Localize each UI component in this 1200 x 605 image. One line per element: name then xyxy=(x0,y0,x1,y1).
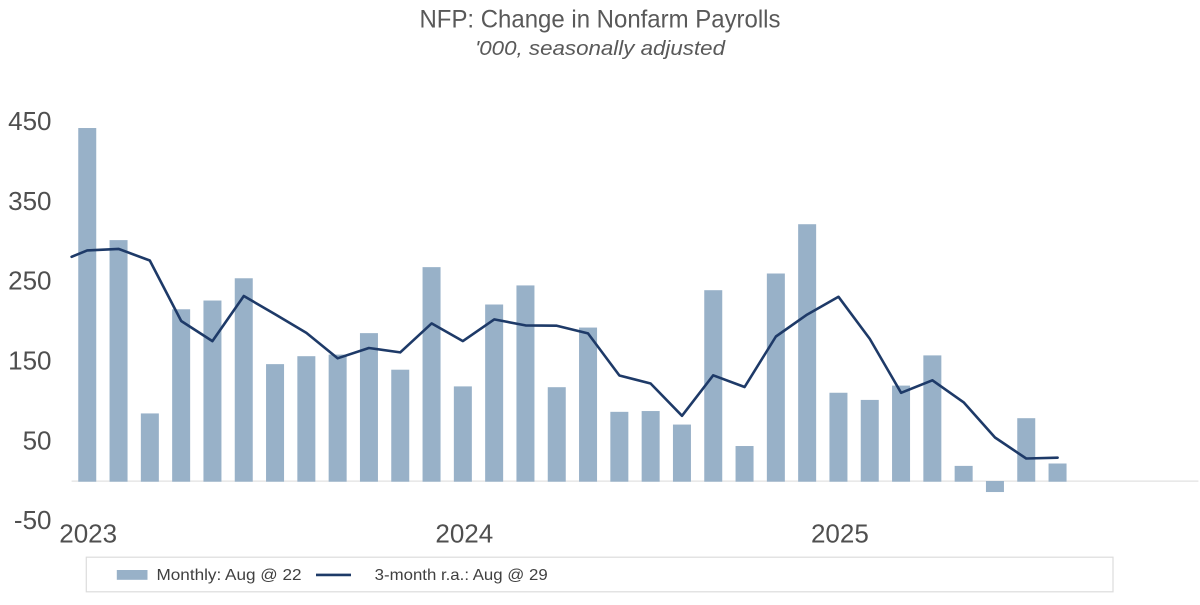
svg-text:50: 50 xyxy=(23,425,52,455)
svg-text:150: 150 xyxy=(8,346,51,376)
svg-text:2025: 2025 xyxy=(811,519,869,549)
svg-text:2023: 2023 xyxy=(59,519,117,549)
svg-text:2024: 2024 xyxy=(435,519,493,549)
svg-text:'000, seasonally adjusted: '000, seasonally adjusted xyxy=(475,38,726,60)
svg-text:250: 250 xyxy=(8,266,51,296)
svg-text:Monthly: Aug @ 22: Monthly: Aug @ 22 xyxy=(157,567,302,584)
svg-text:450: 450 xyxy=(8,106,51,136)
svg-text:-50: -50 xyxy=(14,505,52,535)
svg-text:350: 350 xyxy=(8,186,51,216)
svg-text:NFP: Change in Nonfarm Payroll: NFP: Change in Nonfarm Payrolls xyxy=(420,5,781,33)
svg-text:3-month r.a.: Aug @ 29: 3-month r.a.: Aug @ 29 xyxy=(375,567,548,584)
